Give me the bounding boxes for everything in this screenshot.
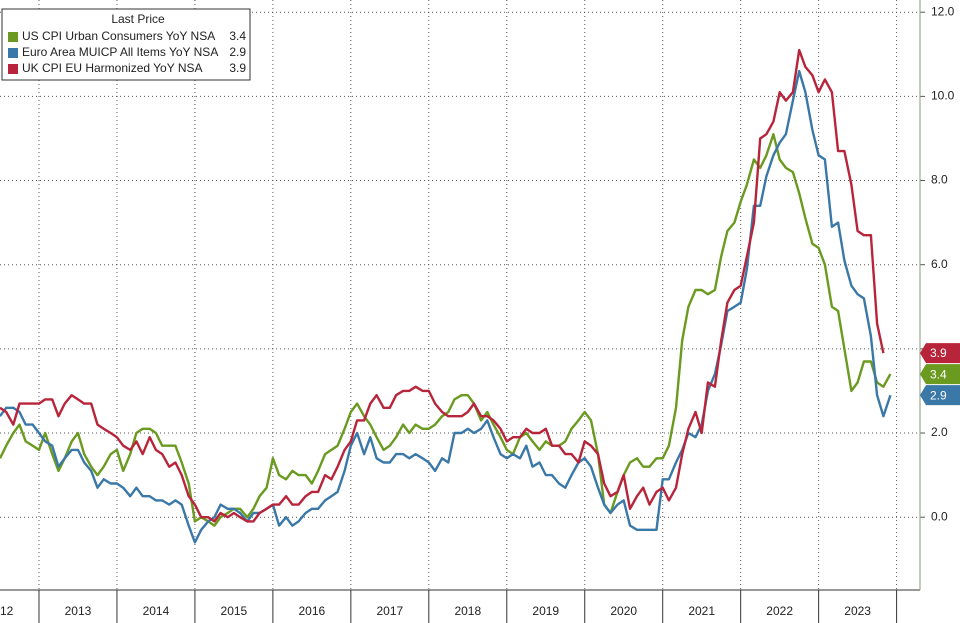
y-tick-label: 10.0 — [931, 89, 955, 103]
y-tick-label: 2.0 — [931, 425, 948, 439]
legend-box — [1, 8, 251, 81]
legend: Last Price US CPI Urban Consumers YoY NSA… — [1, 8, 251, 81]
last-value-tag — [920, 385, 960, 406]
legend-swatch — [8, 48, 18, 58]
x-tick-label: 2021 — [688, 604, 715, 618]
last-value-label: 3.9 — [930, 346, 947, 360]
last-value-tag — [920, 364, 960, 385]
legend-title: Last Price — [111, 12, 165, 26]
x-tick-label: 2023 — [844, 604, 871, 618]
legend-swatch — [8, 64, 18, 74]
x-tick-label: 2016 — [299, 604, 326, 618]
series-line — [0, 48, 885, 523]
y-tick-label: 12.0 — [931, 4, 955, 18]
last-value-label: 3.4 — [930, 367, 947, 381]
x-tick-label: 2013 — [65, 604, 92, 618]
series-line — [0, 69, 892, 544]
legend-label: Euro Area MUICP All Items YoY NSA — [22, 45, 218, 59]
x-tick-label: 2018 — [454, 604, 481, 618]
x-tick-label: 2019 — [532, 604, 559, 618]
x-tick-label: 2020 — [610, 604, 637, 618]
last-value-label: 2.9 — [930, 388, 947, 402]
x-tick-label: 2014 — [143, 604, 170, 618]
legend-value: 3.9 — [229, 61, 246, 75]
x-tick-label: 2022 — [766, 604, 793, 618]
legend-value: 2.9 — [229, 45, 246, 59]
x-tick-label: 2015 — [221, 604, 248, 618]
legend-label: UK CPI EU Harmonized YoY NSA — [22, 61, 203, 75]
x-tick-label: 2012 — [0, 604, 14, 618]
y-tick-label: 8.0 — [931, 173, 948, 187]
last-value-tag — [920, 343, 960, 364]
legend-value: 3.4 — [229, 29, 246, 43]
x-tick-label: 2017 — [376, 604, 403, 618]
y-tick-label: 6.0 — [931, 257, 948, 271]
legend-label: US CPI Urban Consumers YoY NSA — [22, 29, 215, 43]
legend-swatch — [8, 32, 18, 42]
y-tick-label: 0.0 — [931, 509, 948, 523]
